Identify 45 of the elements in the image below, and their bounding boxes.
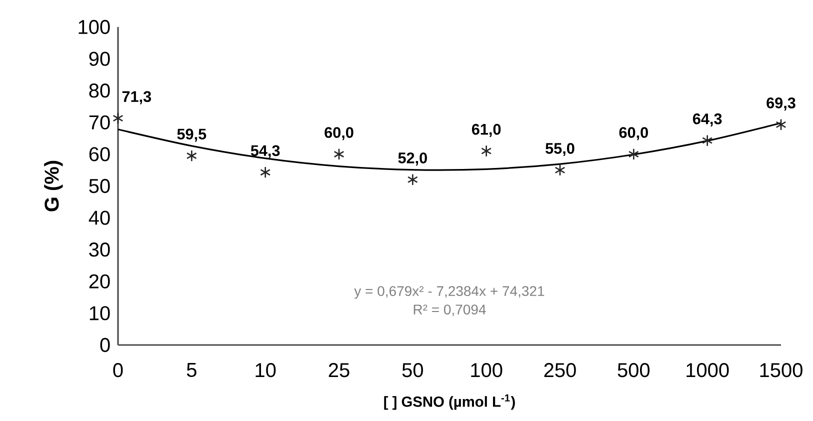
point	[776, 118, 786, 131]
data-label: 60,0	[619, 127, 648, 140]
data-label: 52,0	[398, 152, 427, 166]
y-tick-label: 30	[89, 242, 110, 257]
data-label: 60,0	[324, 127, 354, 140]
x-tick-label: 500	[618, 363, 650, 378]
point	[702, 134, 713, 147]
y-tick-label: 0	[100, 338, 110, 352]
point	[407, 174, 418, 186]
point	[260, 166, 271, 178]
x-tick-label: 1000	[686, 363, 729, 378]
point	[628, 148, 639, 160]
point	[112, 112, 124, 124]
x-tick-label: 1500	[760, 363, 802, 378]
x-tick-label: 100	[471, 363, 502, 378]
x-tick-label: 10	[256, 363, 276, 378]
x-tick-label: 5	[186, 363, 196, 377]
point	[554, 164, 566, 176]
y-tick-label: 100	[78, 20, 110, 34]
x-axis-title: [ ] GSNO (µmol L$^{-1}$)	[384, 394, 515, 410]
y-tick-label: 10	[90, 306, 110, 320]
y-tick-label: 40	[88, 210, 110, 225]
data-label: 71,3	[122, 91, 152, 104]
point	[186, 150, 197, 162]
y-tick-label: 50	[89, 178, 110, 194]
annotation: y = 0,679x² - 7,2384x + 74,321	[354, 286, 544, 299]
annotation: R² = 0,7094	[414, 304, 486, 316]
point	[334, 148, 344, 160]
data-label: 59,5	[177, 128, 206, 142]
x-tick-label: 0	[113, 363, 123, 378]
point	[481, 145, 492, 158]
data-label: 54,3	[250, 145, 280, 158]
data-label: 64,3	[692, 113, 722, 126]
y-tick-label: 80	[89, 84, 110, 98]
x-tick-label: 25	[328, 363, 350, 378]
data-label: 55,0	[546, 142, 574, 156]
y-axis-title: G (%)	[44, 160, 63, 212]
data-label: 69,3	[766, 98, 796, 111]
y-tick-label: 70	[89, 115, 110, 130]
y-tick-label: 60	[89, 147, 110, 162]
y-tick-label: 20	[89, 274, 110, 288]
x-tick-label: 250	[544, 363, 576, 378]
y-tick-label: 90	[89, 52, 110, 66]
x-tick-label: 50	[402, 363, 423, 378]
data-label: 61,0	[472, 124, 501, 137]
